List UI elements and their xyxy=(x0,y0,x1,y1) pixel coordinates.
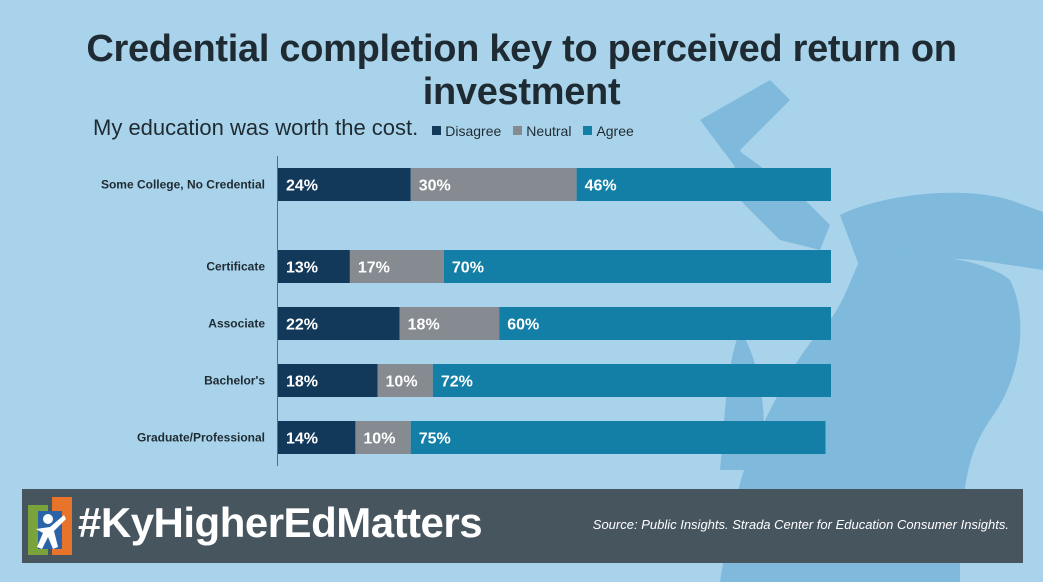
bar-segment-agree xyxy=(443,250,831,283)
data-label: 30% xyxy=(419,178,451,195)
bar-segment-agree xyxy=(432,364,831,397)
chart-subtitle: My education was worth the cost. xyxy=(93,115,419,140)
category-label: Certificate xyxy=(206,260,265,274)
category-label: Some College, No Credential xyxy=(101,178,265,192)
category-label: Bachelor's xyxy=(204,374,265,388)
data-label: 70% xyxy=(452,260,484,277)
legend-label-neutral: Neutral xyxy=(526,122,572,139)
chart-header: My education was worth the cost. Disagre… xyxy=(93,115,646,141)
data-label: 10% xyxy=(363,431,395,448)
data-label: 75% xyxy=(419,431,451,448)
data-label: 46% xyxy=(585,178,617,195)
data-label: 22% xyxy=(286,317,318,334)
data-label: 10% xyxy=(386,374,418,391)
data-label: 18% xyxy=(408,317,440,334)
data-label: 18% xyxy=(286,374,318,391)
legend-item-neutral: Neutral xyxy=(513,123,571,139)
bar-segment-neutral xyxy=(399,307,500,340)
footer-bar: #KyHigherEdMatters Source: Public Insigh… xyxy=(22,489,1023,563)
bar-segment-neutral xyxy=(377,364,433,397)
bar-segment-disagree xyxy=(278,250,350,283)
bar-segment-disagree xyxy=(278,421,356,454)
bar-segment-disagree xyxy=(278,307,400,340)
bar-segment-disagree xyxy=(278,168,411,201)
legend-swatch-agree xyxy=(583,126,593,135)
source-note: Source: Public Insights. Strada Center f… xyxy=(592,517,1009,532)
legend-item-agree: Agree xyxy=(583,122,634,139)
bar-segment-agree xyxy=(499,307,831,340)
data-label: 13% xyxy=(286,260,318,277)
bar-segment-neutral xyxy=(410,168,577,201)
bar-segment-agree xyxy=(576,168,831,201)
category-label: Associate xyxy=(208,317,265,331)
legend-label-agree: Agree xyxy=(596,122,634,139)
data-label: 24% xyxy=(286,178,318,195)
hashtag: #KyHigherEdMatters xyxy=(78,499,483,546)
category-label: Graduate/Professional xyxy=(137,431,265,445)
data-label: 72% xyxy=(441,374,473,391)
data-label: 60% xyxy=(507,317,539,334)
bar-segment-disagree xyxy=(278,364,378,397)
bar-segment-neutral xyxy=(355,421,411,454)
bar-segment-agree xyxy=(410,421,826,454)
data-label: 14% xyxy=(286,431,318,448)
legend-item-disagree: Disagree xyxy=(432,123,501,139)
legend-label-disagree: Disagree xyxy=(445,122,502,139)
legend-swatch-neutral xyxy=(513,126,523,135)
bar-segment-neutral xyxy=(349,250,444,283)
data-label: 17% xyxy=(358,260,390,277)
main-title: Credential completion key to perceived r… xyxy=(86,28,957,113)
kentucky-higher-ed-logo-icon xyxy=(28,497,72,555)
legend-swatch-disagree xyxy=(432,126,442,135)
